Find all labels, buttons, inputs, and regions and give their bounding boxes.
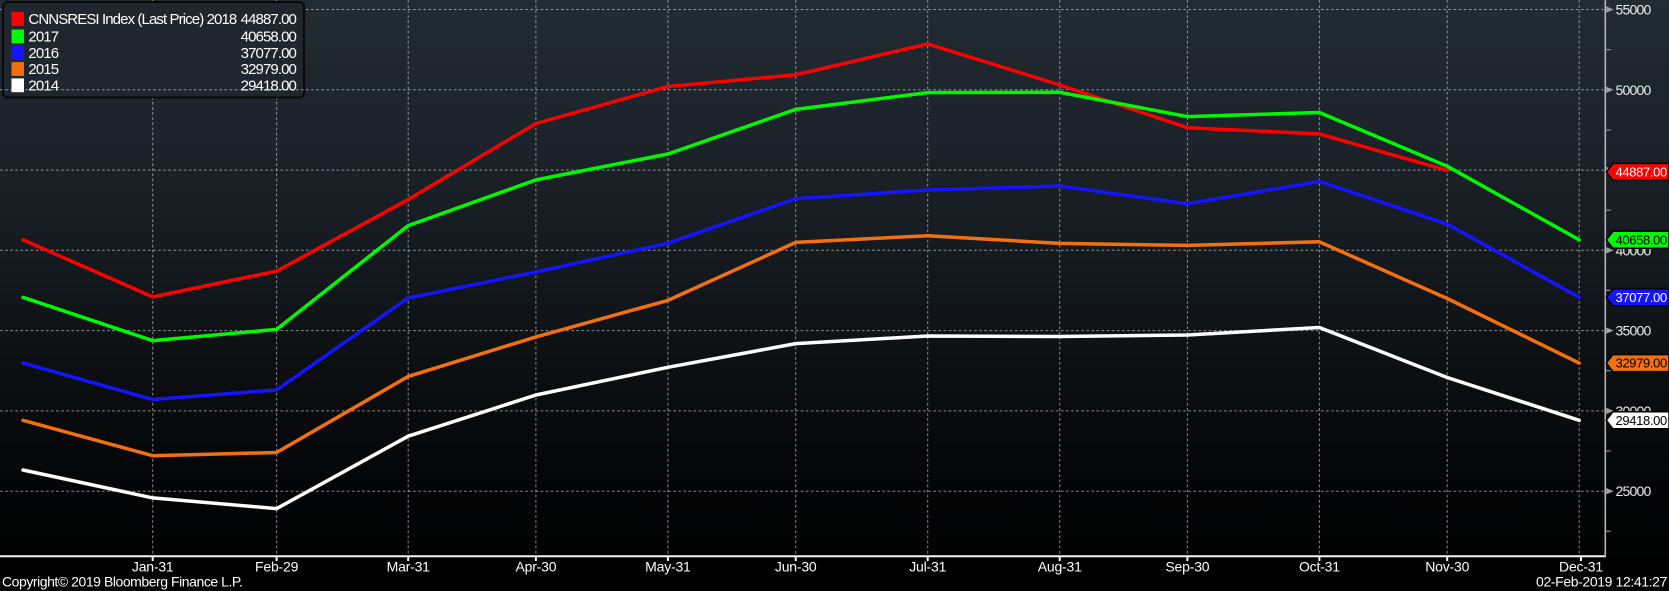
svg-text:40658.00: 40658.00 xyxy=(1616,232,1668,247)
svg-text:37077.00: 37077.00 xyxy=(241,45,297,62)
svg-text:Jan-31: Jan-31 xyxy=(132,559,174,575)
svg-text:Jun-30: Jun-30 xyxy=(775,559,817,575)
svg-text:Sep-30: Sep-30 xyxy=(1165,559,1209,575)
svg-text:44887.00: 44887.00 xyxy=(241,11,297,28)
svg-text:35000: 35000 xyxy=(1616,323,1652,339)
svg-text:Feb-29: Feb-29 xyxy=(255,559,299,575)
svg-text:25000: 25000 xyxy=(1616,483,1652,499)
svg-text:2016: 2016 xyxy=(28,45,58,62)
svg-text:2014: 2014 xyxy=(28,77,58,94)
svg-text:29418.00: 29418.00 xyxy=(1616,413,1668,428)
svg-text:May-31: May-31 xyxy=(645,559,691,575)
svg-text:Oct-31: Oct-31 xyxy=(1299,559,1340,575)
svg-text:02-Feb-2019 12:41:27: 02-Feb-2019 12:41:27 xyxy=(1536,574,1668,590)
svg-text:Aug-31: Aug-31 xyxy=(1038,559,1082,575)
svg-text:Copyright© 2019 Bloomberg Fina: Copyright© 2019 Bloomberg Finance L.P. xyxy=(2,574,242,590)
svg-text:Apr-30: Apr-30 xyxy=(515,559,556,575)
svg-text:2015: 2015 xyxy=(28,61,58,78)
svg-text:37077.00: 37077.00 xyxy=(1616,290,1668,305)
svg-text:55000: 55000 xyxy=(1616,2,1652,18)
svg-text:Mar-31: Mar-31 xyxy=(387,559,431,575)
svg-text:44887.00: 44887.00 xyxy=(1616,165,1668,180)
svg-text:CNNSRESI Index (Last Price) 20: CNNSRESI Index (Last Price) 2018 xyxy=(28,11,237,28)
svg-text:Nov-30: Nov-30 xyxy=(1425,559,1469,575)
svg-text:2017: 2017 xyxy=(28,29,58,46)
svg-text:Jul-31: Jul-31 xyxy=(909,559,946,575)
svg-text:32979.00: 32979.00 xyxy=(241,61,297,78)
svg-text:Dec-31: Dec-31 xyxy=(1559,559,1603,575)
svg-text:29418.00: 29418.00 xyxy=(241,77,297,94)
svg-text:32979.00: 32979.00 xyxy=(1616,356,1668,371)
svg-text:40658.00: 40658.00 xyxy=(241,29,297,46)
svg-text:50000: 50000 xyxy=(1616,82,1652,98)
